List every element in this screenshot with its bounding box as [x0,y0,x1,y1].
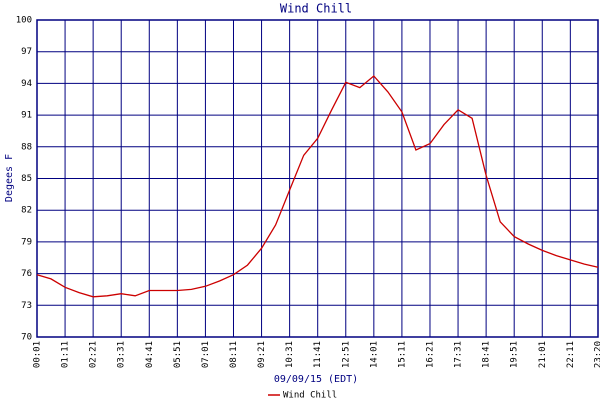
x-tick-label: 03:31 [117,341,127,368]
x-tick-label: 04:41 [145,341,155,368]
x-tick-label: 19:51 [510,341,520,368]
x-tick-label: 07:01 [201,341,211,368]
y-tick-label: 70 [21,333,32,343]
x-tick-label: 22:11 [566,341,576,368]
x-tick-label: 11:41 [313,341,323,368]
x-tick-label: 01:11 [61,341,71,368]
y-tick-label: 100 [16,16,32,26]
y-axis-title: Degees F [4,154,15,202]
x-tick-label: 23:20 [594,341,600,368]
y-tick-label: 91 [21,111,32,121]
x-tick-label: 08:11 [229,341,239,368]
y-tick-label: 76 [21,269,32,279]
y-tick-label: 73 [21,301,32,311]
y-tick-label: 79 [21,237,32,247]
x-tick-label: 05:51 [173,341,183,368]
x-tick-label: 10:31 [285,341,295,368]
x-axis-title: 09/09/15 (EDT) [274,374,358,385]
chart-title: Wind Chill [280,2,352,16]
x-tick-label: 17:31 [454,341,464,368]
y-tick-label: 82 [21,206,32,216]
x-tick-label: 18:41 [482,341,492,368]
x-tick-label: 09:21 [257,341,267,368]
y-tick-label: 85 [21,174,32,184]
x-tick-label: 12:51 [341,341,351,368]
x-tick-label: 14:01 [369,341,379,368]
x-tick-label: 16:21 [425,341,435,368]
x-tick-label: 00:01 [33,341,43,368]
x-tick-label: 15:11 [397,341,407,368]
x-tick-label: 21:01 [538,341,548,368]
y-tick-label: 88 [21,142,32,152]
y-tick-label: 94 [21,79,32,89]
data-line [36,75,599,298]
legend-label: Wind Chill [283,391,337,400]
x-tick-label: 02:21 [89,341,99,368]
y-tick-label: 97 [21,47,32,57]
